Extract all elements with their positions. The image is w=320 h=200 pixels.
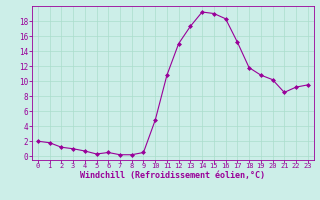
X-axis label: Windchill (Refroidissement éolien,°C): Windchill (Refroidissement éolien,°C) — [80, 171, 265, 180]
